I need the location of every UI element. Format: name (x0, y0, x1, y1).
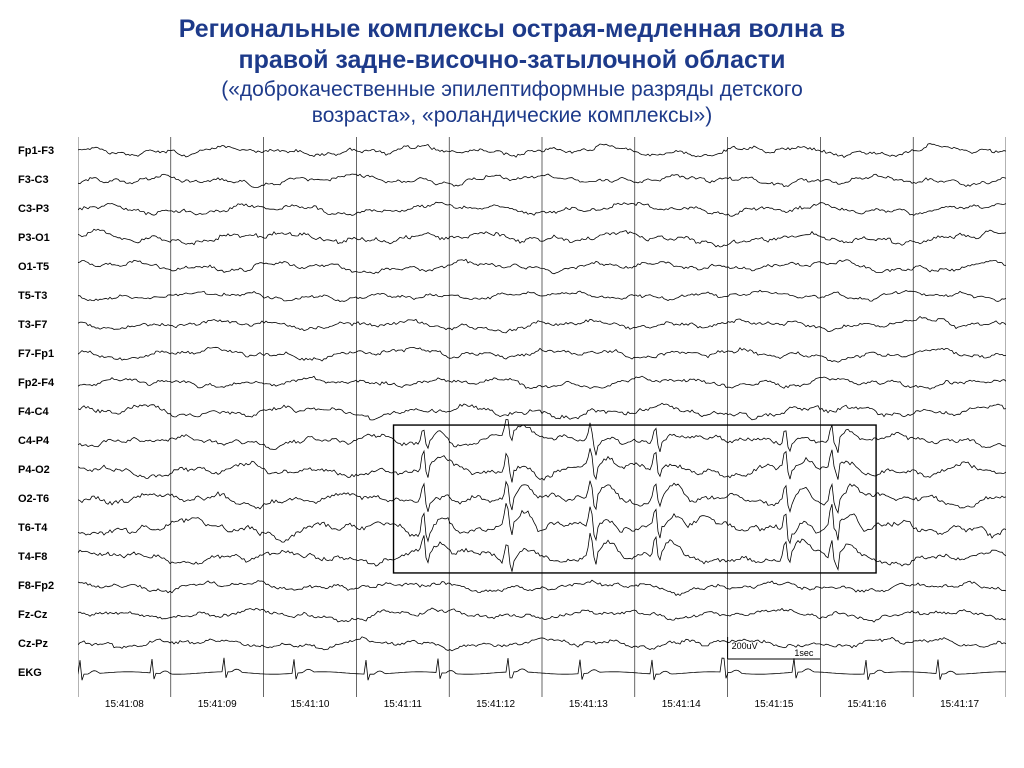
time-axis: 15:41:08 15:41:09 15:41:10 15:41:11 15:41:12… (78, 697, 1006, 717)
channel-label: Fp1-F3 (18, 145, 54, 157)
channel-label: Fp2-F4 (18, 377, 54, 389)
channel-label: O1-T5 (18, 261, 49, 273)
channel-label: P4-O2 (18, 464, 50, 476)
time-label: 15:41:17 (940, 699, 979, 710)
title-line-2: правой задне-височно-затылочной области (18, 45, 1006, 76)
channel-label: T3-F7 (18, 319, 47, 331)
channel-label: F8-Fp2 (18, 580, 54, 592)
channel-label: P3-O1 (18, 232, 50, 244)
channel-label: F3-C3 (18, 174, 49, 186)
time-label: 15:41:09 (198, 699, 237, 710)
time-label: 15:41:13 (569, 699, 608, 710)
channel-label: C4-P4 (18, 435, 49, 447)
channel-label: F4-C4 (18, 406, 49, 418)
channel-labels-column: Fp1-F3 F3-C3 C3-P3 P3-O1 O1-T5 T5-T3 T3-F7 F7-F… (18, 137, 78, 717)
eeg-svg: 200uV 1sec (78, 137, 1006, 697)
eeg-slide: Региональные комплексы острая-медленная … (0, 0, 1024, 768)
time-label: 15:41:11 (384, 699, 422, 710)
channel-label: O2-T6 (18, 493, 49, 505)
channel-label: T6-T4 (18, 522, 47, 534)
time-label: 15:41:16 (847, 699, 886, 710)
eeg-plot: 200uV 1sec (78, 137, 1006, 697)
subtitle-line-2: возраста», «роландические комплексы») (18, 103, 1006, 129)
eeg-area: Fp1-F3 F3-C3 C3-P3 P3-O1 O1-T5 T5-T3 T3-F7 F7-F… (18, 137, 1006, 717)
svg-text:200uV: 200uV (732, 641, 758, 651)
time-label: 15:41:15 (755, 699, 794, 710)
channel-label: F7-Fp1 (18, 348, 54, 360)
channel-label: C3-P3 (18, 203, 49, 215)
subtitle-line-1: («доброкачественные эпилептиформные разр… (18, 77, 1006, 103)
channel-label: T5-T3 (18, 290, 47, 302)
time-label: 15:41:08 (105, 699, 144, 710)
title-block: Региональные комплексы острая-медленная … (18, 14, 1006, 129)
time-label: 15:41:12 (476, 699, 515, 710)
channel-label: Cz-Pz (18, 638, 48, 650)
channel-label: EKG (18, 667, 42, 679)
svg-text:1sec: 1sec (794, 648, 814, 658)
channel-label: T4-F8 (18, 551, 47, 563)
title-line-1: Региональные комплексы острая-медленная … (18, 14, 1006, 45)
time-label: 15:41:14 (662, 699, 701, 710)
time-label: 15:41:10 (291, 699, 330, 710)
channel-label: Fz-Cz (18, 609, 47, 621)
